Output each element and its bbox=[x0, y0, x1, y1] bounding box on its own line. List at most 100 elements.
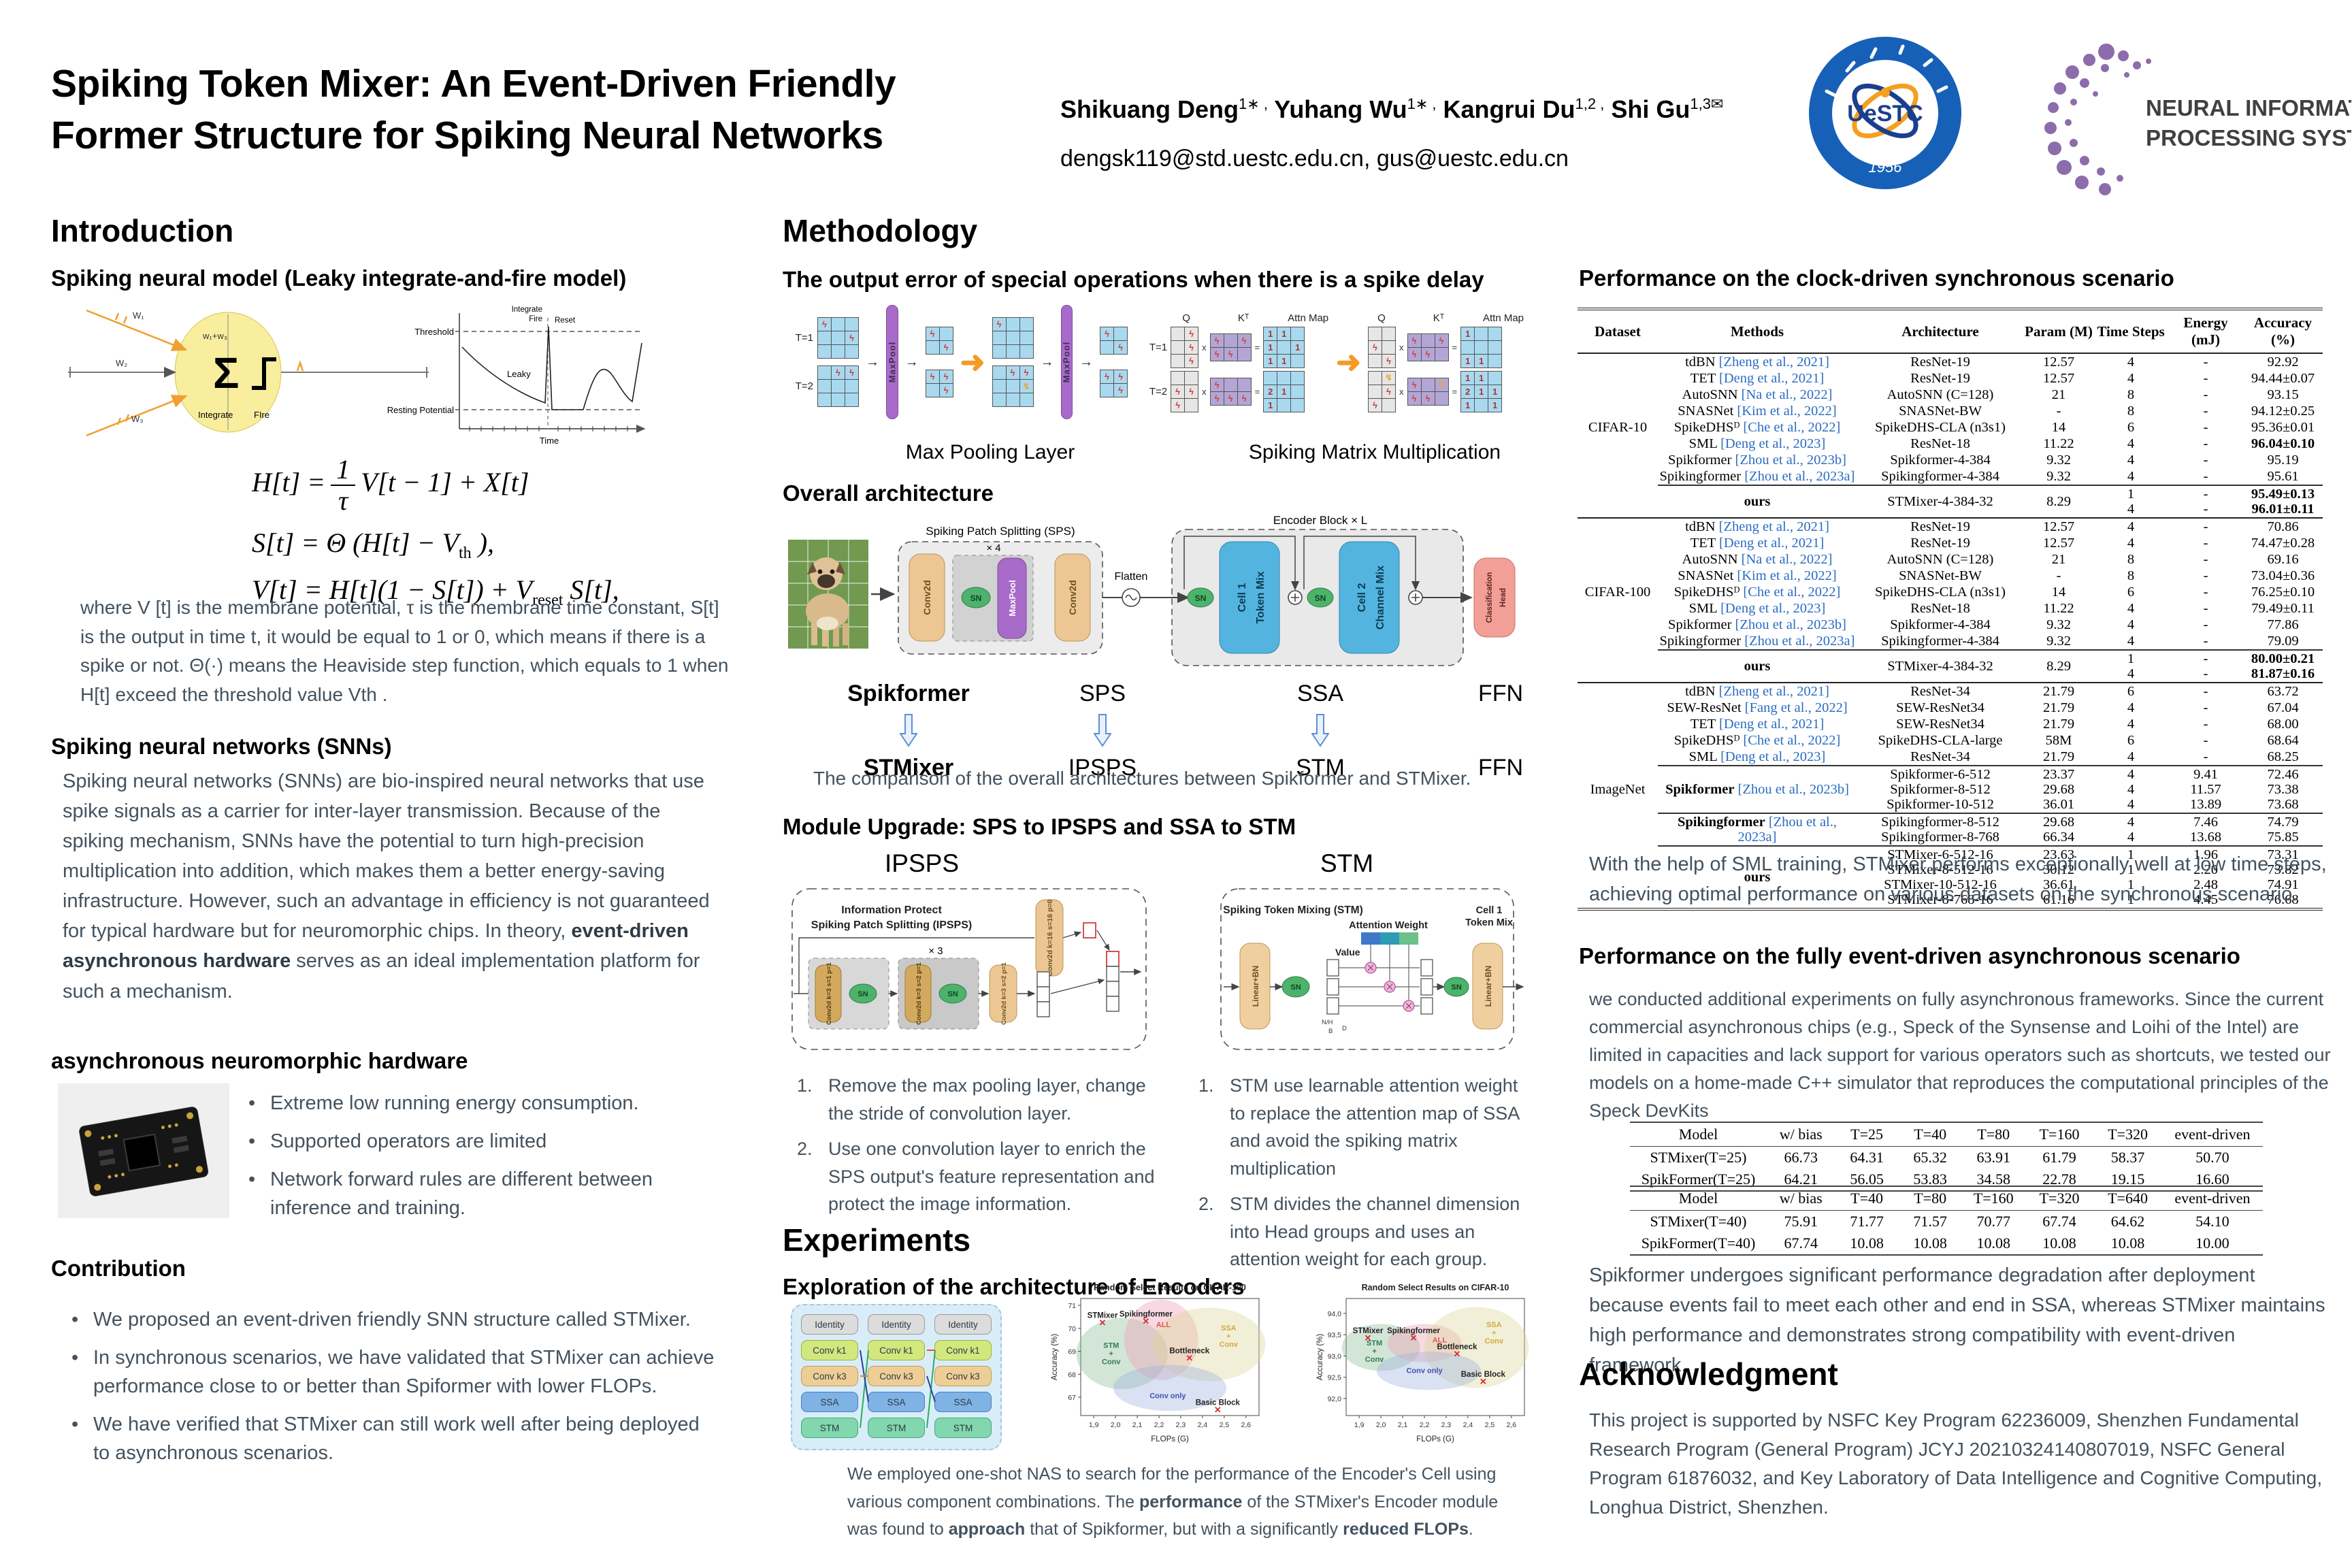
scatter-cifar10: Random Select Results on CIFAR-10 1,9 2,0 2… bbox=[1316, 1283, 1529, 1443]
column-header: T=80 bbox=[1961, 1122, 2025, 1147]
svg-text:92,0: 92,0 bbox=[1328, 1395, 1342, 1403]
comparison-caption: The comparison of the overall architectu… bbox=[813, 768, 1471, 789]
column-header: Dataset bbox=[1578, 308, 1658, 354]
svg-text:Integrate: Integrate bbox=[198, 410, 233, 420]
author: Shi Gu1,3✉ bbox=[1604, 95, 1724, 123]
svg-text:67: 67 bbox=[1068, 1394, 1076, 1402]
sync-results-table: Dataset Methods Architecture Param (M) Time … bbox=[1578, 308, 2323, 911]
ipsps-notes: Remove the max pooling layer, change the… bbox=[793, 1072, 1164, 1226]
op-box: Identity bbox=[934, 1314, 992, 1335]
svg-text:+: + bbox=[1226, 1333, 1230, 1341]
cifar100-section: tdBN [Zheng et al., 2021] ResNet-19 12.57… bbox=[1578, 517, 2323, 683]
table-row: tdBN [Zheng et al., 2021] ResNet-19 12.57… bbox=[1578, 517, 2323, 535]
op-box: SSA bbox=[934, 1392, 992, 1412]
svg-text:× 4: × 4 bbox=[986, 542, 1000, 554]
svg-text:Flatten: Flatten bbox=[1115, 571, 1148, 583]
svg-text:W₂: W₂ bbox=[116, 358, 127, 368]
svg-text:STMixer: STMixer bbox=[1088, 1311, 1118, 1320]
overall-arch-heading: Overall architecture bbox=[783, 480, 994, 506]
svg-text:SSA: SSA bbox=[1486, 1321, 1502, 1329]
svg-text:Cell 1: Cell 1 bbox=[1237, 583, 1248, 612]
svg-text:Encoder Block × L: Encoder Block × L bbox=[1273, 514, 1367, 527]
column-header: Architecture bbox=[1857, 308, 2024, 354]
op-box: Conv k3 bbox=[934, 1366, 992, 1386]
svg-text:2,2: 2,2 bbox=[1420, 1421, 1430, 1429]
table-row: CIFAR-100 SpikeDHSᴰ [Che et al., 2022] S… bbox=[1584, 585, 2315, 600]
svg-text:Value: Value bbox=[1335, 947, 1360, 958]
svg-text:70: 70 bbox=[1068, 1325, 1076, 1333]
svg-text:Linear+BN: Linear+BN bbox=[1251, 966, 1260, 1007]
op-box: STM bbox=[934, 1418, 992, 1438]
ipsps-title: IPSPS bbox=[885, 849, 959, 877]
stm-notes: STM use learnable attention weight to re… bbox=[1194, 1072, 1535, 1281]
svg-text:Threshold: Threshold bbox=[414, 327, 454, 337]
op-box: STM bbox=[868, 1418, 925, 1438]
hardware-bullets: Extreme low running energy consumption. S… bbox=[242, 1089, 738, 1232]
svg-text:2,6: 2,6 bbox=[1507, 1421, 1517, 1429]
column-header: T=40 bbox=[1835, 1186, 1899, 1211]
svg-text:Reset: Reset bbox=[555, 316, 576, 325]
scatter-cifar100: Random Select Results on CIFAR-100 1,9 2,0… bbox=[1051, 1283, 1266, 1443]
module-upgrade-heading: Module Upgrade: SPS to IPSPS and SSA to … bbox=[783, 814, 1296, 839]
svg-text:✕: ✕ bbox=[1142, 1316, 1149, 1326]
svg-text:N/H: N/H bbox=[1322, 1019, 1333, 1026]
table-row: tdBN [Zheng et al., 2021] ResNet-34 21.79… bbox=[1578, 682, 2323, 700]
table-row: TET [Deng et al., 2021] ResNet-19 12.57 4-… bbox=[1690, 536, 2315, 551]
column-header: T=40 bbox=[1898, 1122, 1962, 1147]
svg-text:1,9: 1,9 bbox=[1354, 1421, 1365, 1429]
op-box: Identity bbox=[801, 1314, 858, 1335]
neurips-logo-text: NEURAL INFORMATION PROCESSING SYSTEMS bbox=[2146, 95, 2351, 150]
svg-text:2,0: 2,0 bbox=[1111, 1421, 1121, 1429]
column-header: Methods bbox=[1658, 308, 1857, 354]
stm-figure: Spiking Token Mixing (STM) Attention Wei… bbox=[1220, 888, 1524, 1050]
svg-text:Information Protect: Information Protect bbox=[841, 904, 942, 916]
column-header: T=160 bbox=[1961, 1186, 2025, 1211]
lif-equations: H[t] = 1 τ V[t − 1] + X[t] S[t] = Θ (H[t] −… bbox=[252, 454, 619, 610]
svg-text:PROCESSING SYSTEMS: PROCESSING SYSTEMS bbox=[2146, 125, 2351, 150]
svg-text:SN: SN bbox=[970, 593, 982, 603]
column-header: Model bbox=[1630, 1122, 1767, 1147]
svg-text:Resting Potential: Resting Potential bbox=[387, 405, 454, 415]
title-line-1: Spiking Token Mixer: An Event-Driven Fri… bbox=[51, 62, 896, 105]
maxpool-caption: Max Pooling Layer bbox=[905, 441, 1075, 463]
uestc-logo-text: UeSTC bbox=[1847, 101, 1923, 127]
svg-text:Token Mix: Token Mix bbox=[1255, 571, 1267, 623]
table-row: TET [Deng et al., 2021] ResNet-19 12.57 4-… bbox=[1690, 371, 2315, 386]
imagenet-section: tdBN [Zheng et al., 2021] ResNet-34 21.79… bbox=[1578, 682, 2323, 911]
svg-text:2,1: 2,1 bbox=[1132, 1421, 1143, 1429]
table-row: SpikFormer(T=40) 67.74 10.08 10.08 10.08 10.0… bbox=[1630, 1232, 2263, 1256]
table-row: STMixer(T=40) 75.91 71.77 71.57 70.77 67.74 64… bbox=[1650, 1213, 2230, 1230]
svg-text:Spikingformer: Spikingformer bbox=[1120, 1311, 1173, 1319]
table-row: ours STMixer-4-384-32 8.29 1 4- -80.00±0.2… bbox=[1578, 649, 2323, 683]
svg-text:94,0: 94,0 bbox=[1328, 1310, 1342, 1318]
svg-text:+: + bbox=[1372, 1348, 1376, 1356]
async-note: Spikformer undergoes significant perform… bbox=[1589, 1264, 2325, 1377]
svg-text:Basic Block: Basic Block bbox=[1461, 1371, 1506, 1379]
svg-text:Spiking Token Mixing (STM): Spiking Token Mixing (STM) bbox=[1223, 904, 1363, 916]
svg-text:Token Mix: Token Mix bbox=[1465, 917, 1513, 928]
sigma-icon: Σ bbox=[213, 348, 239, 397]
table-row: Spikingformer [Zhou et al., 2023a] Spiki… bbox=[1659, 469, 2299, 484]
column-header: w/ bias bbox=[1767, 1186, 1835, 1211]
svg-text:71: 71 bbox=[1068, 1302, 1076, 1310]
op-box: Conv k1 bbox=[868, 1340, 925, 1360]
svg-text:Conv: Conv bbox=[1220, 1341, 1239, 1349]
numbered-item: STM divides the channel dimension into H… bbox=[1198, 1190, 1520, 1269]
table-row: SML [Deng et al., 2023] ResNet-18 11.22 4-… bbox=[1688, 436, 2315, 451]
svg-text:Cell 2: Cell 2 bbox=[1356, 583, 1368, 612]
author: Shikuang Deng1∗ , bbox=[1060, 95, 1268, 123]
op-box: STM bbox=[801, 1418, 858, 1438]
svg-text:SN: SN bbox=[1195, 593, 1207, 603]
introduction-heading: Introduction bbox=[51, 213, 234, 248]
snn-heading: Spiking neural networks (SNNs) bbox=[51, 734, 392, 759]
svg-text:Conv2d: Conv2d bbox=[1067, 580, 1078, 615]
svg-text:W₃: W₃ bbox=[131, 414, 144, 424]
svg-text:ALL: ALL bbox=[1156, 1321, 1171, 1329]
svg-text:B: B bbox=[1328, 1028, 1333, 1035]
op-box: Conv k3 bbox=[868, 1366, 925, 1386]
table-row: AutoSNN [Na et al., 2022] AutoSNN (C=128… bbox=[1682, 387, 2299, 402]
column-header: w/ bias bbox=[1767, 1122, 1835, 1147]
svg-text:2,6: 2,6 bbox=[1241, 1421, 1252, 1429]
neurips-logo: NEURAL INFORMATION PROCESSING SYSTEMS bbox=[2044, 44, 2351, 195]
